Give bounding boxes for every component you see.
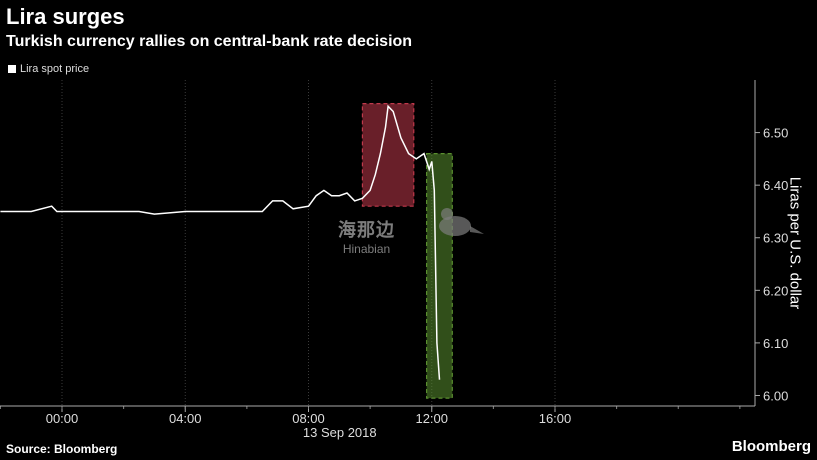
chart-title: Lira surges: [6, 4, 125, 29]
y-tick-label: 6.30: [763, 231, 788, 246]
watermark: 海那边 Hinabian: [338, 216, 395, 256]
watermark-bird-head: [441, 208, 453, 220]
watermark-cn: 海那边: [338, 220, 395, 240]
watermark-bird-tail: [470, 226, 484, 234]
watermark-en: Hinabian: [342, 242, 391, 256]
chart-subtitle: Turkish currency rallies on central-bank…: [6, 33, 413, 50]
y-tick-label: 6.20: [763, 283, 788, 298]
legend-label: Lira spot price: [20, 63, 90, 75]
bloomberg-logo: Bloomberg: [731, 438, 811, 455]
x-tick-label: 00:00: [46, 411, 79, 426]
y-tick-label: 6.50: [763, 126, 788, 141]
x-axis-date-label: 13 Sep 2018: [303, 425, 377, 440]
watermark-bird-icon: [439, 208, 484, 236]
x-tick-label: 16:00: [539, 411, 572, 426]
series-line-lira: [0, 104, 441, 380]
source-note: Source: Bloomberg: [6, 442, 118, 456]
y-axis-label: Liras per U.S. dollar: [786, 176, 804, 310]
y-tick-label: 6.00: [763, 388, 788, 403]
y-tick-label: 6.10: [763, 336, 788, 351]
y-tick-label: 6.40: [763, 178, 788, 193]
x-tick-label: 08:00: [292, 411, 325, 426]
x-tick-label: 12:00: [415, 411, 448, 426]
x-tick-label: 04:00: [169, 411, 202, 426]
highlight-box-green: [426, 153, 453, 399]
watermark-bird-body: [439, 216, 471, 236]
legend: Lira spot price: [8, 63, 89, 75]
legend-swatch: [8, 65, 16, 73]
